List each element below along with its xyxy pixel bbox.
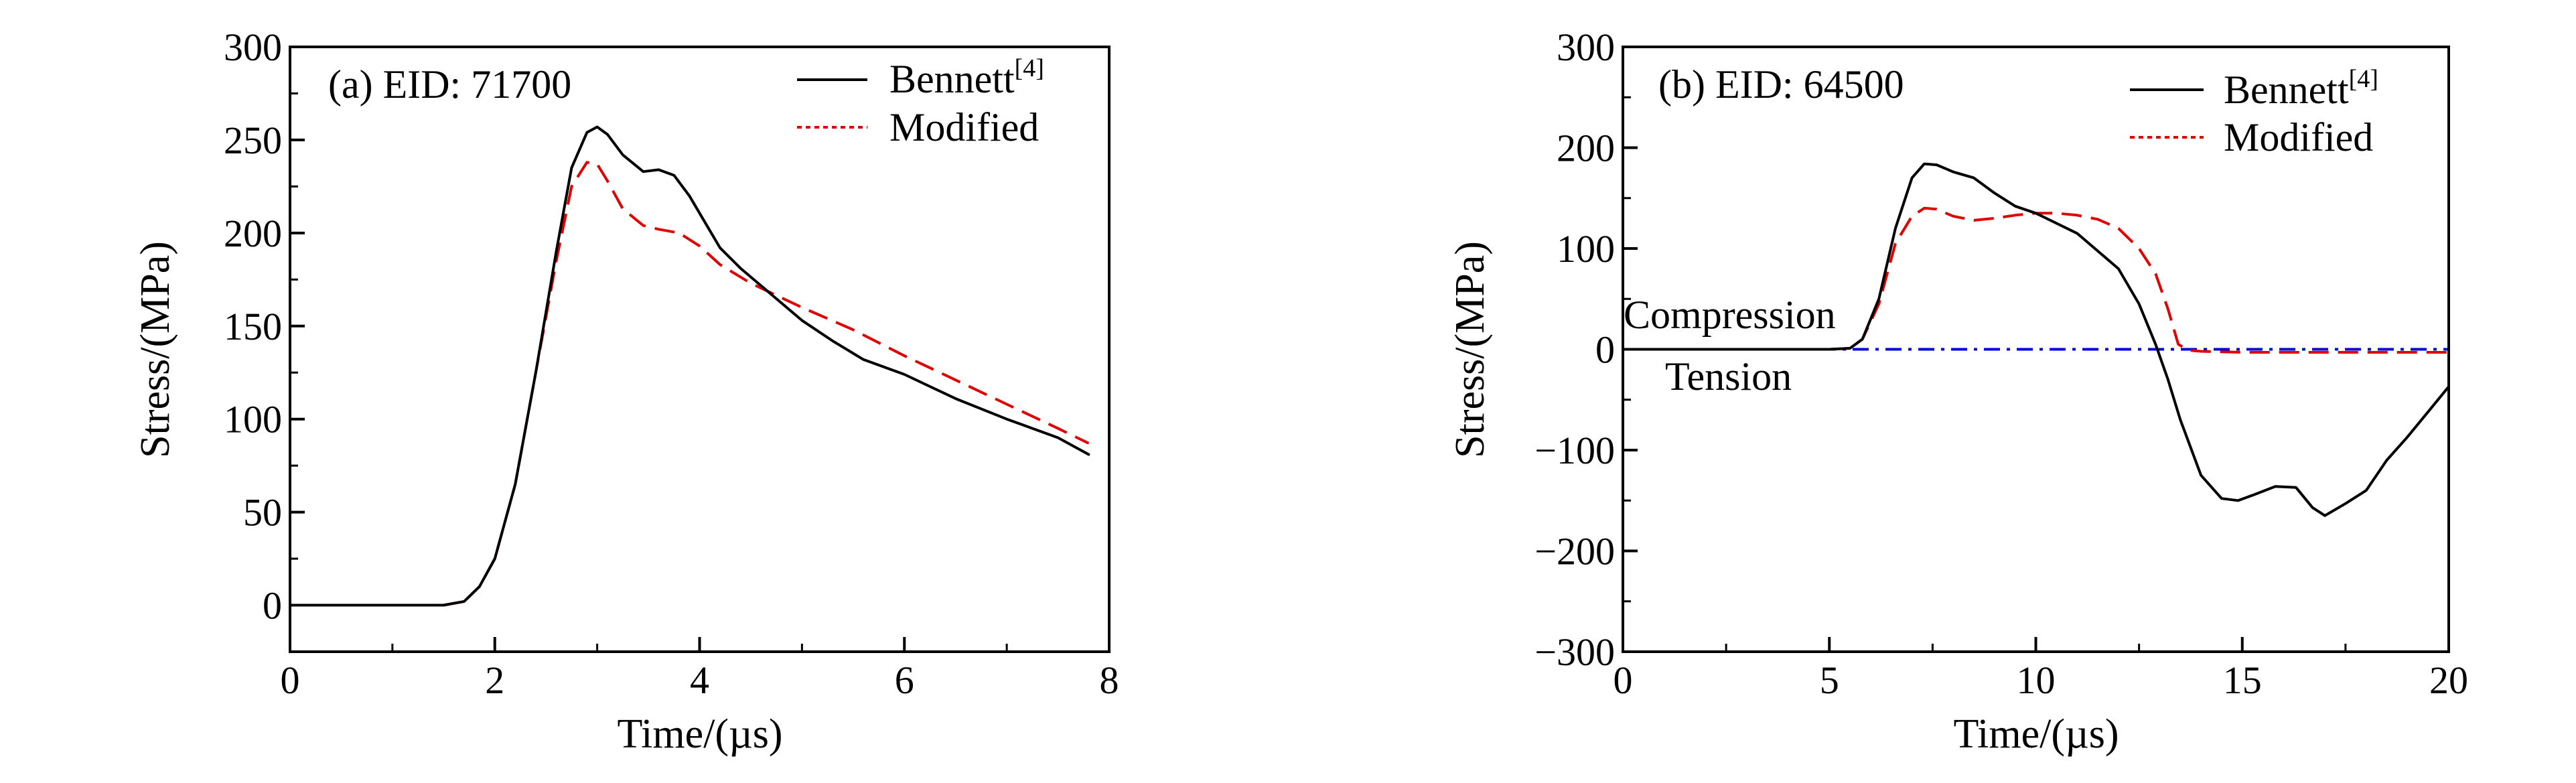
panel-a-legend-label-modified: Modified	[889, 105, 1039, 149]
panel-b-legend-citation: [4]	[2349, 65, 2378, 93]
panel-b-x-tick-label: 0	[1614, 658, 1633, 702]
panel-a-y-tick-label: 250	[224, 119, 282, 162]
panel-b-plot-frame	[1622, 46, 2450, 653]
panel-b-legend-label-modified: Modified	[2224, 115, 2373, 159]
panel-a-x-tick-label: 2	[485, 658, 504, 702]
panel-a-legend: Bennett[4] Modified	[797, 54, 1044, 149]
panel-a-x-tick-label: 0	[281, 658, 300, 702]
panel-b-y-tick-label: −100	[1534, 429, 1615, 472]
panel-b-y-tick-label: 100	[1557, 227, 1615, 271]
panel-b-y-tick-label: 300	[1557, 25, 1615, 69]
panel-a-x-tick-label: 8	[1100, 658, 1119, 702]
panel-b-chart: 0 5 10 15 20 −300 −200 −100 0 100 200 300 (b) EID: …	[1447, 25, 2468, 757]
panel-a-legend-citation: [4]	[1015, 54, 1044, 82]
panel-a-label: (a) EID: 71700	[328, 62, 571, 106]
panel-a-x-tick-label: 4	[690, 658, 709, 702]
panel-a-legend-label-bennett: Bennett[4]	[889, 54, 1044, 101]
panel-a-series-modified-line	[290, 161, 1090, 607]
tension-annotation: Tension	[1665, 354, 1792, 399]
panel-a-y-axis-label: Stress/(MPa)	[133, 241, 178, 458]
panel-a-x-tick-label: 6	[895, 658, 914, 702]
panel-b-x-tick-label: 20	[2429, 658, 2468, 702]
panel-a-y-tick-label: 100	[224, 398, 282, 441]
panel-b-x-tick-label: 10	[2017, 658, 2056, 702]
panel-b-y-tick-label: −300	[1534, 630, 1615, 674]
panel-b-series-bennett-line	[1622, 162, 2450, 517]
panel-b-y-tick-label: 0	[1595, 328, 1615, 372]
panel-a-y-tick-label: 0	[263, 584, 282, 628]
panel-b-x-axis-label: Time/(µs)	[1953, 711, 2119, 757]
panel-a-y-tick-label: 200	[224, 212, 282, 255]
panel-a-y-tick-label: 150	[224, 305, 282, 348]
panel-b-legend-label-bennett: Bennett[4]	[2224, 65, 2378, 112]
panel-b-label: (b) EID: 64500	[1658, 62, 1904, 106]
panel-b-x-tick-label: 15	[2223, 658, 2262, 702]
panel-a-plot-frame	[289, 46, 1111, 653]
panel-b-legend: Bennett[4] Modified	[2130, 65, 2378, 159]
panel-b-x-tick-label: 5	[1820, 658, 1839, 702]
panel-a-y-tick-label: 50	[243, 491, 282, 535]
panel-a-chart: 0 2 4 6 8 0 50 100 150 200 250 300 (a) EID: 71700 B…	[133, 25, 1119, 757]
panel-b-y-tick-label: 200	[1557, 127, 1615, 170]
panel-a-series-bennett-line	[289, 125, 1090, 607]
panel-a-y-tick-label: 300	[224, 25, 282, 69]
compression-annotation: Compression	[1624, 293, 1836, 337]
panel-a-x-axis-label: Time/(µs)	[617, 711, 782, 757]
panel-b-y-axis-label: Stress/(MPa)	[1447, 241, 1493, 458]
panel-b-y-tick-label: −200	[1534, 530, 1615, 573]
